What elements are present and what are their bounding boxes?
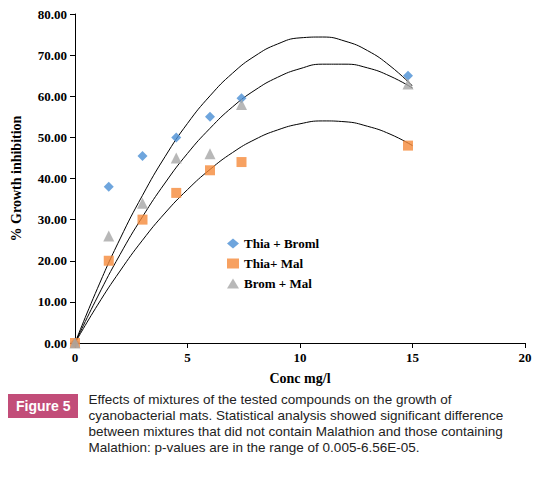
html-text:Figure 5: Figure 5 xyxy=(16,398,71,414)
svg-text:0.00: 0.00 xyxy=(44,336,67,351)
svg-text:40.00: 40.00 xyxy=(38,171,67,186)
svg-text:80.00: 80.00 xyxy=(38,7,67,22)
svg-text:% Growth inhibition: % Growth inhibition xyxy=(9,115,24,241)
svg-text:Thia+ Mal: Thia+ Mal xyxy=(244,256,303,271)
svg-text:Brom + Mal: Brom + Mal xyxy=(244,276,312,291)
svg-text:30.00: 30.00 xyxy=(38,212,67,227)
svg-text:70.00: 70.00 xyxy=(38,48,67,63)
svg-text:10.00: 10.00 xyxy=(38,294,67,309)
html-text:Effects of mixtures of the tes: Effects of mixtures of the tested compou… xyxy=(88,392,504,455)
svg-text:60.00: 60.00 xyxy=(38,89,67,104)
svg-text:20: 20 xyxy=(519,350,532,365)
svg-text:0: 0 xyxy=(72,350,79,365)
svg-text:10: 10 xyxy=(294,350,307,365)
svg-text:20.00: 20.00 xyxy=(38,253,67,268)
svg-text:15: 15 xyxy=(406,350,420,365)
svg-text:Conc mg/l: Conc mg/l xyxy=(269,371,330,386)
svg-text:50.00: 50.00 xyxy=(38,130,67,145)
svg-text:5: 5 xyxy=(184,350,191,365)
svg-text:Thia + Broml: Thia + Broml xyxy=(244,236,319,251)
